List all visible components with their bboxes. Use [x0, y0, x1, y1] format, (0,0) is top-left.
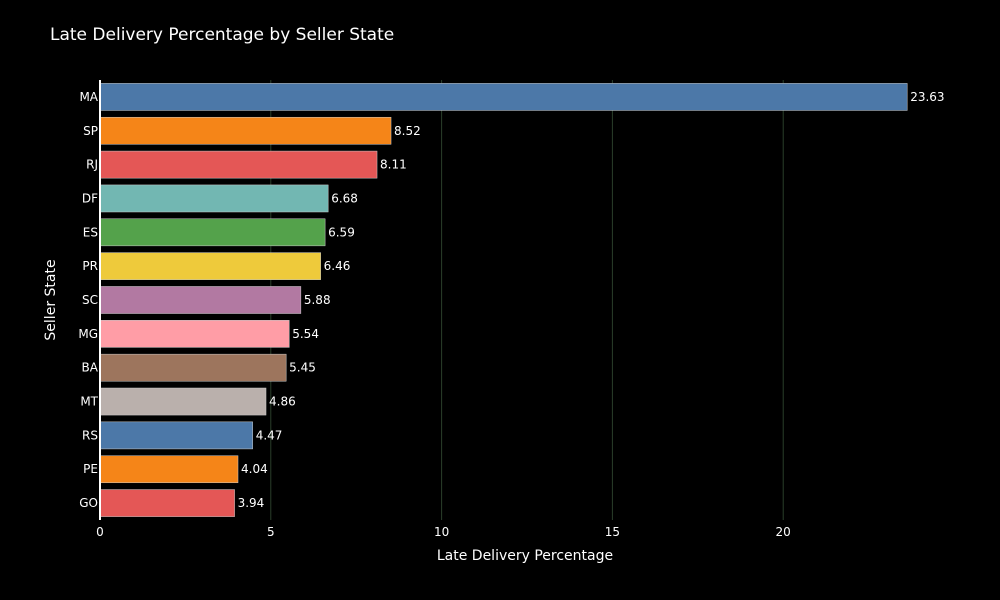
x-axis-title: Late Delivery Percentage — [437, 548, 613, 564]
data-label: 6.59 — [328, 225, 355, 239]
bar-pr[interactable] — [99, 252, 321, 280]
y-tick-label: RS — [82, 428, 98, 442]
data-label: 3.94 — [238, 496, 265, 510]
x-tick-label: 5 — [267, 525, 275, 539]
x-tick-label: 20 — [776, 525, 791, 539]
data-label: 6.68 — [331, 191, 358, 205]
y-tick-label: GO — [79, 496, 98, 510]
data-label: 4.47 — [256, 428, 283, 442]
bar-mt[interactable] — [99, 387, 267, 416]
data-label: 6.46 — [324, 259, 351, 273]
bar-es[interactable] — [99, 218, 326, 247]
x-tick-label: 0 — [96, 525, 104, 539]
y-tick-label: MA — [79, 90, 98, 104]
y-tick-label: MT — [80, 395, 98, 409]
data-label: 23.63 — [910, 90, 944, 104]
data-label: 4.04 — [241, 462, 268, 476]
bar-ma[interactable] — [99, 83, 908, 111]
grid-lines — [270, 80, 784, 520]
bar-mg[interactable] — [99, 320, 290, 348]
bars: 23.63 8.52 8.11 6.68 6.59 6.46 5.88 5.54 5.45 4.8… — [99, 83, 945, 517]
x-tick-label: 10 — [434, 525, 449, 539]
data-label: 4.86 — [269, 395, 296, 409]
y-tick-label: ES — [83, 225, 98, 239]
y-tick-label: RJ — [86, 158, 98, 172]
data-label: 5.45 — [289, 361, 316, 375]
bar-df[interactable] — [99, 184, 329, 213]
data-label: 8.11 — [380, 158, 407, 172]
x-axis: 0 5 10 15 20 — [96, 525, 791, 539]
y-tick-label: BA — [82, 361, 99, 375]
bar-rj[interactable] — [99, 150, 378, 179]
y-axis-title: Seller State — [43, 259, 59, 340]
data-label: 8.52 — [394, 124, 421, 138]
data-label: 5.88 — [304, 293, 331, 307]
x-tick-label: 15 — [605, 525, 620, 539]
y-tick-label: PR — [82, 259, 98, 273]
data-label: 5.54 — [292, 327, 319, 341]
y-tick-label: MG — [78, 327, 98, 341]
y-tick-label: PE — [83, 462, 98, 476]
y-axis: MA SP RJ DF ES PR SC MG BA MT RS PE GO — [78, 80, 101, 520]
y-tick-label: SP — [83, 124, 98, 138]
bar-sc[interactable] — [99, 286, 302, 314]
bar-ba[interactable] — [99, 353, 287, 382]
bar-rs[interactable] — [99, 421, 253, 450]
bar-pe[interactable] — [99, 455, 239, 484]
chart-title: Late Delivery Percentage by Seller State — [50, 25, 394, 45]
y-tick-label: DF — [82, 191, 98, 205]
bar-go[interactable] — [99, 489, 235, 517]
bar-sp[interactable] — [99, 116, 392, 145]
y-tick-label: SC — [82, 293, 98, 307]
